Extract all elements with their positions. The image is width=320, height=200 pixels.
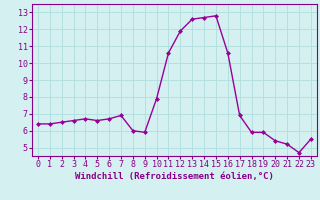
X-axis label: Windchill (Refroidissement éolien,°C): Windchill (Refroidissement éolien,°C) bbox=[75, 172, 274, 181]
